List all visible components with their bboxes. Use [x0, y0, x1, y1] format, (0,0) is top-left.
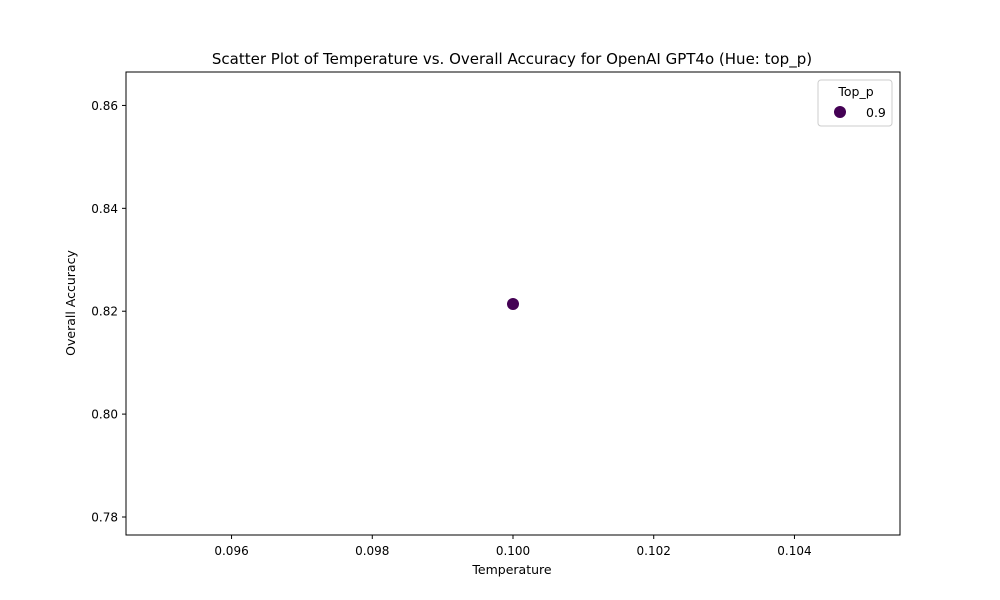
- y-tick-label: 0.78: [91, 510, 118, 524]
- legend-title: Top_p: [837, 84, 873, 99]
- x-tick-label: 0.098: [355, 544, 389, 558]
- x-tick-label: 0.096: [214, 544, 248, 558]
- data-point: [507, 298, 519, 311]
- x-tick-label: 0.104: [777, 544, 811, 558]
- legend-entry-label: 0.9: [866, 105, 886, 120]
- legend-marker: [834, 106, 846, 118]
- plot-frame: [125, 71, 901, 536]
- chart-title: Scatter Plot of Temperature vs. Overall …: [212, 50, 812, 69]
- x-axis-label: Temperature: [471, 562, 551, 577]
- y-tick-label: 0.84: [91, 202, 118, 216]
- legend: Top_p 0.9: [817, 79, 893, 127]
- y-tick-label: 0.82: [91, 305, 118, 319]
- y-tick-label: 0.80: [91, 408, 118, 422]
- y-axis-ticks: 0.78 0.80 0.82 0.84 0.86: [91, 99, 126, 524]
- y-tick-label: 0.86: [91, 99, 118, 113]
- x-tick-label: 0.100: [496, 544, 530, 558]
- x-tick-label: 0.102: [637, 544, 671, 558]
- data-points: [507, 298, 519, 311]
- x-axis-ticks: 0.096 0.098 0.100 0.102 0.104: [214, 535, 812, 558]
- y-axis-label: Overall Accuracy: [63, 250, 78, 356]
